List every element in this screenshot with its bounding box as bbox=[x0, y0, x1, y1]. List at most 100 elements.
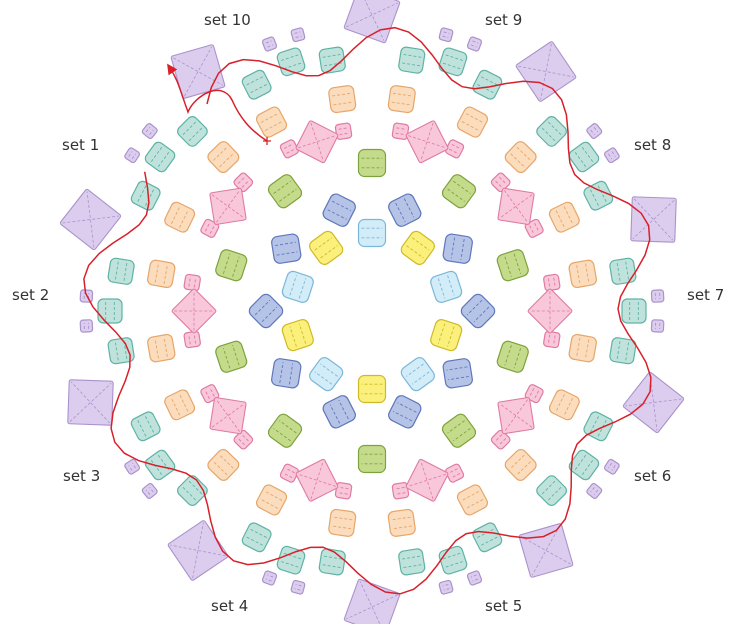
skyblue-bead-5 bbox=[281, 270, 314, 303]
teal-bead-95 bbox=[107, 337, 135, 365]
label-set-4: set 4 bbox=[211, 597, 248, 615]
teal-bead-91 bbox=[241, 522, 272, 553]
label-set-9: set 9 bbox=[485, 11, 522, 29]
blue-bead-14 bbox=[271, 358, 302, 389]
thread-path-layer bbox=[83, 26, 652, 595]
lilac-set-bead-10 bbox=[630, 196, 677, 243]
peach-bead-79 bbox=[568, 259, 597, 289]
peach-bead-60 bbox=[568, 333, 597, 363]
pink-bead-37 bbox=[233, 429, 254, 450]
label-set-5: set 5 bbox=[485, 597, 522, 615]
pink-bead-43 bbox=[279, 139, 299, 159]
lilac-set-bead-9 bbox=[515, 41, 577, 102]
lilac-bead-113 bbox=[466, 570, 483, 586]
pink-bead-45 bbox=[391, 122, 410, 140]
pink-diamond-bead-54 bbox=[209, 397, 247, 435]
blue-bead-16 bbox=[271, 233, 302, 264]
teal-bead-97 bbox=[107, 257, 135, 285]
pink-bead-42 bbox=[233, 172, 254, 193]
lilac-bead-118 bbox=[124, 458, 141, 475]
pink-diamond-bead-58 bbox=[405, 120, 449, 164]
peach-bead-65 bbox=[328, 508, 357, 537]
peach-bead-66 bbox=[255, 484, 288, 516]
teal-bead-100 bbox=[177, 116, 208, 147]
pink-diamond-bead-55 bbox=[171, 288, 217, 334]
blue-bead-18 bbox=[388, 193, 422, 227]
teal-bead-109 bbox=[583, 180, 614, 211]
blue-bead-19 bbox=[442, 233, 473, 264]
blue-bead-10 bbox=[460, 293, 496, 329]
blue-bead-11 bbox=[442, 358, 473, 389]
peach-bead-70 bbox=[147, 259, 176, 289]
teal-bead-98 bbox=[130, 180, 161, 211]
green-bead-24 bbox=[215, 340, 248, 373]
label-set-3: set 3 bbox=[63, 467, 100, 485]
thread-end-arrow bbox=[167, 63, 268, 142]
teal-bead-104 bbox=[398, 46, 426, 74]
pink-bead-39 bbox=[183, 330, 201, 349]
lilac-bead-122 bbox=[141, 123, 158, 139]
label-set-7: set 7 bbox=[687, 286, 724, 304]
peach-bead-63 bbox=[456, 484, 489, 516]
peach-bead-75 bbox=[387, 85, 416, 114]
pink-diamond-bead-56 bbox=[209, 187, 247, 225]
lilac-set-bead-8 bbox=[343, 0, 401, 44]
green-bead-29 bbox=[496, 249, 529, 282]
teal-bead-86 bbox=[472, 522, 503, 553]
pink-diamond-bead-53 bbox=[295, 458, 339, 502]
pink-bead-46 bbox=[445, 139, 465, 159]
pink-bead-32 bbox=[490, 429, 511, 450]
pink-bead-36 bbox=[279, 463, 299, 483]
lilac-bead-125 bbox=[438, 27, 454, 43]
skyblue-bead-9 bbox=[430, 270, 463, 303]
green-bead-22 bbox=[357, 444, 387, 474]
skyblue-bead-3 bbox=[309, 357, 344, 392]
teal-bead-88 bbox=[398, 548, 426, 576]
blue-bead-13 bbox=[322, 395, 356, 429]
green-bead-27 bbox=[357, 148, 387, 178]
label-set-10: set 10 bbox=[204, 11, 251, 29]
blue-bead-15 bbox=[248, 293, 284, 329]
teal-bead-102 bbox=[276, 47, 306, 77]
teal-bead-83 bbox=[583, 411, 614, 442]
teal-bead-87 bbox=[438, 545, 468, 575]
lilac-bead-116 bbox=[261, 570, 278, 586]
teal-bead-84 bbox=[568, 449, 600, 481]
teal-bead-82 bbox=[609, 337, 637, 365]
peach-bead-73 bbox=[255, 106, 288, 138]
pink-diamond-bead-57 bbox=[295, 120, 339, 164]
yellow-bead-0 bbox=[430, 319, 463, 352]
lilac-bead-126 bbox=[466, 36, 483, 52]
teal-bead-93 bbox=[144, 449, 176, 481]
beads-layer bbox=[59, 0, 685, 624]
teal-bead-101 bbox=[241, 69, 272, 100]
lilac-set-bead-2 bbox=[518, 523, 574, 578]
blue-bead-17 bbox=[322, 193, 356, 227]
label-set-1: set 1 bbox=[62, 136, 99, 154]
teal-bead-96 bbox=[97, 298, 123, 324]
pink-bead-49 bbox=[543, 273, 561, 292]
lilac-bead-124 bbox=[290, 27, 306, 43]
teal-bead-105 bbox=[438, 47, 468, 77]
pink-diamond-bead-52 bbox=[405, 458, 449, 502]
lilac-bead-117 bbox=[141, 483, 158, 499]
teal-bead-81 bbox=[621, 298, 647, 324]
green-bead-26 bbox=[267, 174, 303, 209]
peach-bead-71 bbox=[164, 201, 196, 233]
lilac-bead-115 bbox=[290, 579, 306, 595]
peach-bead-64 bbox=[387, 508, 416, 537]
pink-bead-47 bbox=[490, 172, 511, 193]
lilac-bead-127 bbox=[586, 123, 603, 139]
lilac-bead-110 bbox=[650, 319, 665, 333]
label-set-8: set 8 bbox=[634, 136, 671, 154]
set-labels-layer: set 1 set 2 set 3 set 4 set 5 set 6 set … bbox=[12, 11, 724, 615]
yellow-bead-2 bbox=[357, 374, 387, 404]
teal-bead-94 bbox=[130, 411, 161, 442]
pink-bead-33 bbox=[445, 463, 465, 483]
teal-bead-90 bbox=[276, 545, 306, 575]
lilac-set-bead-5 bbox=[67, 379, 114, 426]
lilac-bead-114 bbox=[438, 579, 454, 595]
blue-bead-12 bbox=[388, 395, 422, 429]
green-bead-23 bbox=[267, 413, 303, 448]
